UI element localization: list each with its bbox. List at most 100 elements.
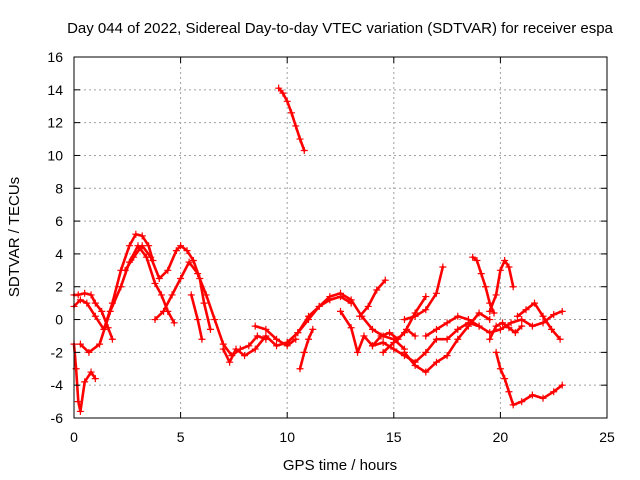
data-point	[296, 365, 304, 373]
series-line	[371, 321, 481, 364]
data-point	[305, 335, 313, 343]
data-point	[486, 335, 494, 343]
data-point	[292, 122, 300, 130]
data-point	[539, 319, 547, 327]
data-point	[368, 342, 376, 350]
y-tick-label: -4	[51, 377, 64, 393]
data-point	[473, 256, 481, 264]
plot-frame	[73, 56, 608, 419]
data-point	[76, 340, 84, 348]
data-point	[477, 270, 485, 278]
data-point	[83, 299, 91, 307]
data-point	[76, 407, 84, 415]
data-point	[548, 325, 556, 333]
data-point	[170, 319, 178, 327]
data-point	[390, 345, 398, 353]
data-point	[454, 312, 462, 320]
data-point	[364, 302, 372, 310]
data-point	[347, 296, 355, 304]
data-point	[226, 358, 234, 366]
series-line	[494, 351, 564, 407]
data-point	[432, 289, 440, 297]
data-point	[400, 348, 408, 356]
data-point	[490, 309, 498, 317]
data-point	[443, 319, 451, 327]
data-point	[390, 339, 398, 347]
data-point	[151, 316, 159, 324]
x-tick-label: 10	[279, 429, 295, 445]
data-point	[496, 365, 504, 373]
data-point	[439, 263, 447, 271]
y-tick-label: 12	[47, 115, 63, 131]
data-point	[130, 253, 138, 261]
data-point	[337, 307, 344, 315]
data-point	[411, 361, 419, 369]
data-point	[486, 316, 494, 324]
data-point	[475, 322, 483, 330]
data-point	[219, 345, 227, 353]
data-point	[168, 291, 176, 299]
data-point	[528, 322, 536, 330]
data-point	[151, 279, 159, 287]
data-point	[492, 291, 500, 299]
data-point	[98, 307, 106, 315]
data-point	[501, 256, 509, 264]
data-point	[283, 97, 291, 105]
data-point	[481, 283, 489, 291]
series-line	[381, 295, 428, 354]
data-point	[509, 283, 517, 291]
data-point	[556, 335, 564, 343]
data-point	[81, 378, 89, 386]
data-point	[85, 348, 93, 356]
data-point	[539, 312, 547, 320]
data-point	[132, 230, 140, 238]
data-point	[496, 325, 504, 333]
series-sat-q	[400, 309, 494, 376]
data-point	[443, 335, 451, 343]
data-point	[379, 339, 387, 347]
data-point	[160, 307, 168, 315]
series-line	[221, 295, 353, 364]
data-point	[469, 253, 477, 261]
y-tick-label: 2	[55, 279, 63, 295]
data-point	[108, 335, 116, 343]
data-point	[96, 340, 104, 348]
grid-lines	[74, 57, 607, 418]
data-point	[273, 342, 281, 350]
series-sat-j	[275, 84, 308, 155]
data-point	[432, 358, 440, 366]
data-point	[432, 325, 440, 333]
data-point	[486, 307, 494, 315]
data-point	[155, 275, 163, 283]
data-point	[400, 316, 408, 324]
data-point	[558, 381, 566, 389]
data-point	[411, 332, 419, 340]
data-point	[300, 147, 308, 155]
data-point	[106, 307, 114, 315]
series-line	[153, 260, 268, 357]
data-point	[550, 388, 558, 396]
data-point	[509, 401, 517, 409]
series-sat-g	[187, 291, 206, 343]
data-point	[381, 276, 389, 284]
data-point	[273, 335, 281, 343]
series-line	[488, 259, 515, 313]
x-tick-label: 20	[493, 429, 509, 445]
data-point	[347, 324, 355, 332]
data-point	[91, 375, 99, 383]
data-point	[558, 307, 566, 315]
series-sat-i	[251, 322, 300, 350]
x-tick-labels: 0 5 10 15 20 25	[70, 429, 615, 445]
data-point	[522, 306, 530, 314]
data-point	[81, 289, 89, 297]
data-point	[183, 247, 191, 255]
data-point	[262, 332, 270, 340]
chart-title: Day 044 of 2022, Sidereal Day-to-day VTE…	[67, 20, 613, 37]
data-point	[172, 247, 180, 255]
data-point	[117, 283, 125, 291]
data-point	[232, 345, 240, 353]
data-point	[505, 324, 513, 332]
data-point	[296, 135, 304, 143]
data-point	[87, 291, 95, 299]
